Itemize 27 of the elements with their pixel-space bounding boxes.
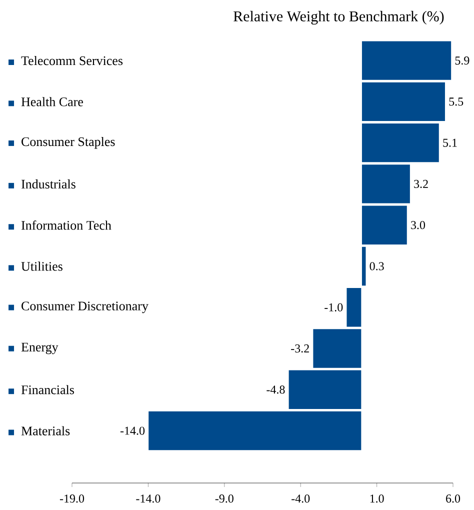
data-label: 5.5 <box>449 98 464 106</box>
x-tick-label: -14.0 <box>136 494 160 503</box>
chart-title: Relative Weight to Benchmark (%) <box>234 10 444 24</box>
x-tick-label: 1.0 <box>370 494 384 503</box>
y-tick-label: Health Care <box>21 97 83 106</box>
data-label: 0.3 <box>370 262 384 270</box>
data-label: -4.8 <box>266 386 285 394</box>
y-tick-label: Industrials <box>21 179 76 189</box>
x-tick-label: -9.0 <box>215 494 234 503</box>
y-tick-label: Materials <box>21 426 70 436</box>
data-label: 5.1 <box>443 138 457 147</box>
data-label: -3.2 <box>291 344 309 353</box>
y-tick-label: Financials <box>21 385 74 394</box>
y-tick-label: Telecomm Services <box>21 56 123 66</box>
data-label: 3.2 <box>414 180 428 188</box>
data-label: 3.0 <box>411 221 426 230</box>
x-tick-label: -4.0 <box>292 494 310 503</box>
x-tick-label: -19.0 <box>60 494 84 503</box>
data-label: 5.9 <box>455 56 470 65</box>
y-tick-label: Consumer Discretionary <box>22 302 148 314</box>
data-label: -1.0 <box>324 303 343 312</box>
x-tick-label: 6.0 <box>446 494 460 503</box>
y-tick-label: Information Tech <box>21 220 112 230</box>
y-tick-label: Consumer Staples <box>22 136 115 149</box>
y-tick-label: Energy <box>21 342 58 354</box>
y-tick-label: Utilities <box>21 262 62 271</box>
data-label: -14.0 <box>120 426 145 435</box>
